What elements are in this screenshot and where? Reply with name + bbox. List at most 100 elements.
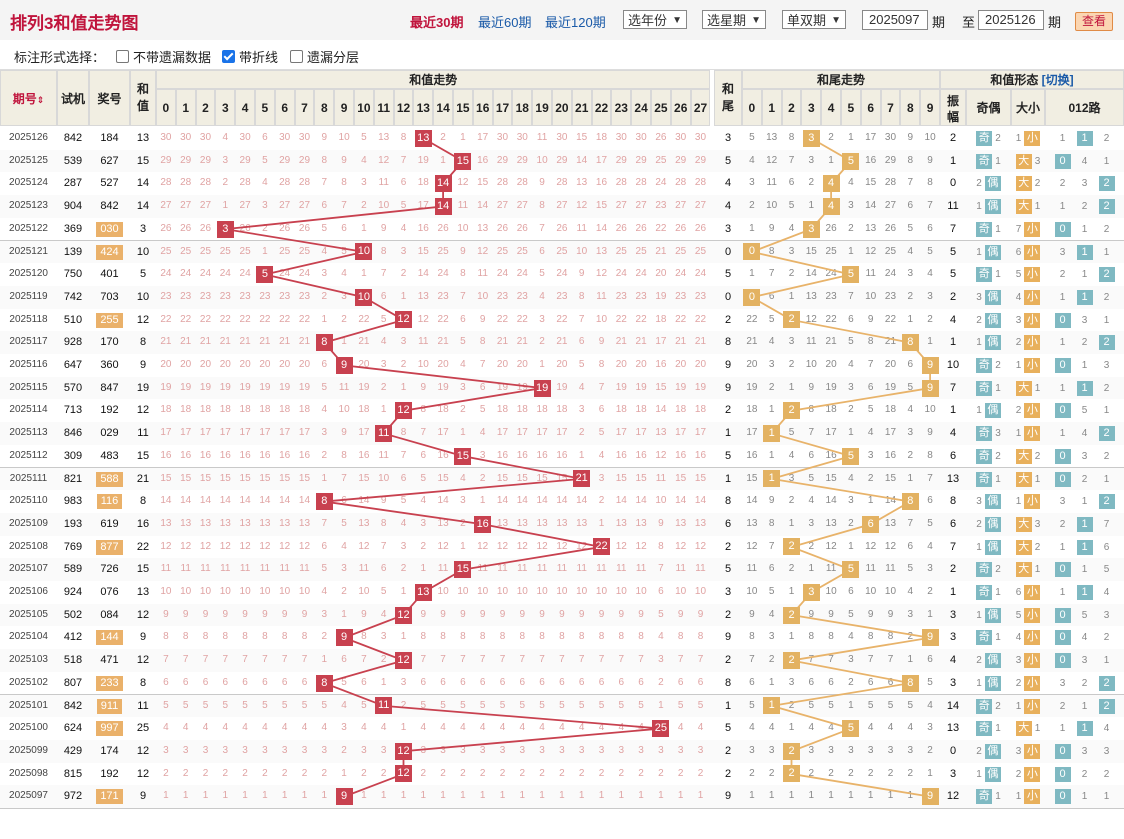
- year-select[interactable]: 选年份 ▼: [623, 10, 687, 29]
- end-issue-input[interactable]: 2025126: [978, 10, 1044, 30]
- sum-missing-cell: 8: [499, 631, 506, 643]
- test-number-cell: 369: [63, 222, 83, 235]
- odd-tag: 奇: [976, 471, 993, 487]
- test-number-cell: 750: [63, 268, 83, 281]
- tail-missing-cell: 20: [825, 359, 837, 370]
- tail-missing-cell: 10: [865, 586, 877, 597]
- start-issue-input[interactable]: 2025097: [862, 10, 928, 30]
- period-link-30[interactable]: 最近30期: [410, 15, 464, 30]
- tail-missing-cell: 23: [884, 290, 897, 302]
- sum-cell: 14: [136, 177, 150, 190]
- tail-missing-cell: 2: [788, 495, 795, 507]
- road-tag: 2: [1098, 426, 1115, 442]
- sum-missing-cell: 19: [694, 381, 707, 393]
- sum-missing-cell: 4: [182, 722, 189, 734]
- tail-missing-cell: 7: [927, 200, 933, 212]
- amplitude-cell: 2: [949, 290, 957, 303]
- sum-missing-cell: 12: [556, 540, 568, 552]
- weekday-select[interactable]: 选星期 ▼: [702, 10, 766, 29]
- parity-select[interactable]: 单双期 ▼: [782, 10, 846, 29]
- prize-number-cell: 401: [100, 268, 119, 281]
- road-missing: 3: [1081, 178, 1088, 190]
- sum-missing-cell: 29: [298, 154, 311, 166]
- amplitude-cell: 7: [949, 540, 957, 553]
- sum-hit-marker: 9: [335, 356, 353, 374]
- period-link-120[interactable]: 最近120期: [545, 15, 606, 30]
- sum-missing-cell: 9: [420, 381, 427, 393]
- tail-missing-cell: 18: [746, 404, 758, 416]
- sum-missing-cell: 4: [479, 427, 486, 439]
- option-no-missing[interactable]: 不带遗漏数据: [116, 47, 211, 66]
- big-missing: 3: [1015, 655, 1022, 667]
- sum-missing-cell: 2: [380, 381, 387, 393]
- tail-missing-cell: 10: [825, 586, 837, 597]
- big-missing: 4: [1015, 632, 1022, 644]
- road-tag: 1: [1076, 289, 1093, 305]
- sum-missing-cell: 15: [675, 472, 687, 484]
- tail-missing-cell: 7: [788, 154, 795, 166]
- sum-missing-cell: 8: [638, 631, 644, 643]
- sum-missing-cell: 10: [279, 586, 291, 597]
- big-missing: 1: [1015, 360, 1022, 371]
- sum-missing-cell: 14: [160, 495, 172, 507]
- oddeven-cell: 奇 1: [966, 263, 1011, 286]
- checkbox-icon[interactable]: [116, 50, 129, 63]
- prize-number-cell: 233: [89, 672, 130, 695]
- issue-cell: 2025106: [9, 586, 48, 597]
- sum-missing-cell: 11: [378, 449, 389, 461]
- tail-hit-marker: 0: [743, 288, 761, 306]
- sort-icon[interactable]: ⇕: [36, 95, 45, 105]
- checkbox-icon[interactable]: [290, 50, 303, 63]
- road-missing: 2: [1103, 223, 1110, 235]
- sum-missing-cell: 11: [616, 563, 627, 575]
- tail-hit-marker: 3: [802, 220, 820, 238]
- tail-missing-cell: 4: [848, 177, 854, 189]
- odd-missing: 2: [976, 178, 982, 190]
- option-polyline[interactable]: 带折线: [222, 47, 278, 66]
- sum-missing-cell: 17: [180, 427, 192, 439]
- tail-missing-cell: 1: [788, 381, 795, 393]
- sum-cell: 25: [136, 722, 150, 735]
- small-missing: 1: [1034, 382, 1041, 394]
- sum-missing-cell: 1: [380, 404, 387, 416]
- sum-cell: 11: [137, 699, 149, 712]
- sum-missing-cell: 26: [180, 222, 192, 234]
- sum-missing-cell: 28: [615, 177, 627, 189]
- road-missing: 2: [1081, 473, 1088, 485]
- sum-missing-cell: 2: [321, 449, 328, 461]
- tail-hit-marker: 5: [842, 152, 860, 170]
- sum-missing-cell: 10: [595, 586, 608, 597]
- amplitude-cell: 1: [949, 336, 957, 349]
- sum-missing-cell: 10: [536, 154, 548, 166]
- view-button[interactable]: 查看: [1075, 12, 1113, 31]
- amplitude-cell: 1: [949, 586, 957, 598]
- tail-missing-cell: 8: [828, 631, 834, 643]
- period-link-60[interactable]: 最近60期: [478, 15, 532, 30]
- road-missing: 1: [1059, 337, 1066, 349]
- sum-cell: 15: [136, 154, 150, 167]
- oddeven-cell: 奇 2: [966, 127, 1011, 150]
- sum-missing-cell: 7: [539, 654, 545, 666]
- small-tag: 小: [1024, 335, 1041, 351]
- test-number-cell: 713: [63, 404, 83, 417]
- sum-missing-cell: 25: [298, 245, 311, 257]
- tail-missing-cell: 6: [848, 586, 854, 597]
- tail-cell: 8: [724, 495, 732, 508]
- switch-link[interactable]: [切换]: [1041, 73, 1074, 87]
- sum-missing-cell: 7: [182, 654, 189, 666]
- sum-missing-cell: 11: [576, 222, 587, 234]
- checkbox-checked-icon[interactable]: [222, 50, 235, 63]
- bigsmall-cell: 大 1: [1011, 558, 1045, 581]
- tail-missing-cell: 6: [768, 290, 775, 302]
- sum-missing-cell: 9: [519, 608, 526, 620]
- sum-missing-cell: 8: [262, 631, 268, 643]
- sum-missing-cell: 12: [615, 540, 627, 552]
- option-missing-layer[interactable]: 遗漏分层: [290, 47, 359, 66]
- sum-missing-cell: 6: [262, 676, 268, 688]
- test-number-cell: 309: [63, 449, 83, 462]
- sum-missing-cell: 4: [222, 132, 229, 143]
- sum-missing-cell: 29: [279, 154, 291, 166]
- header-issue[interactable]: 期号⇕: [0, 70, 57, 126]
- parity-select-value: 单双期: [787, 13, 827, 28]
